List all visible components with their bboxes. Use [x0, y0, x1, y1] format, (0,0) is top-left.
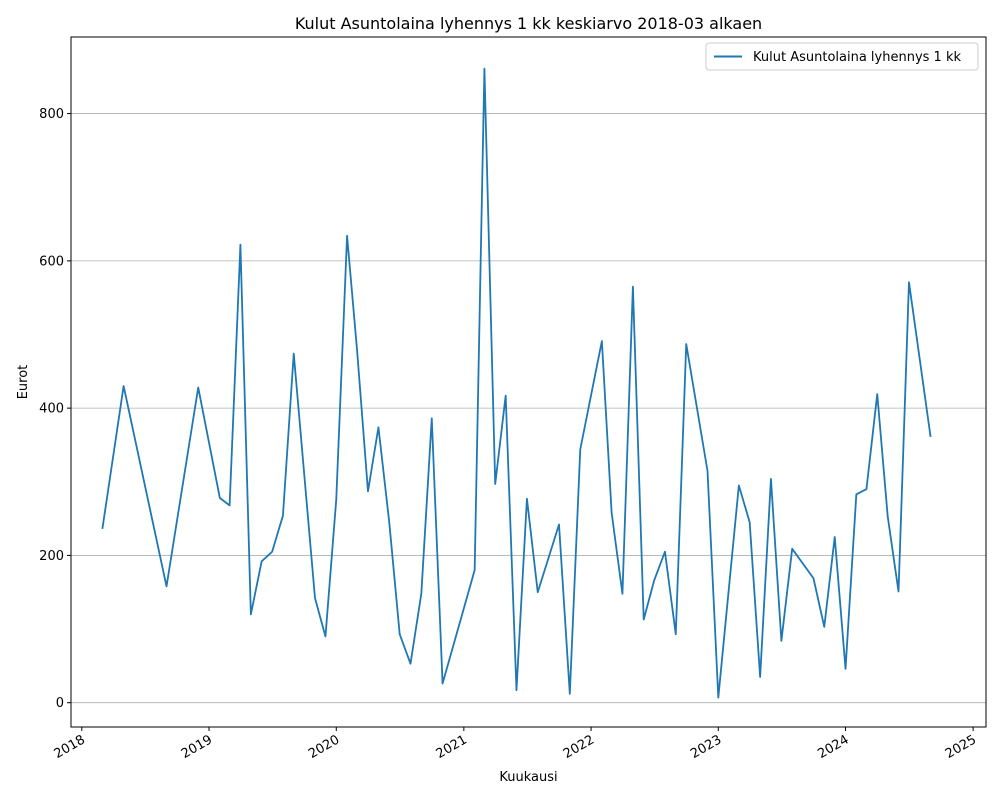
axes-frame	[70, 36, 987, 728]
y-axis-ticks: 0 200 400 600 800	[39, 107, 71, 711]
legend-entry-label: Kulut Asuntolaina lyhennys 1 kk	[753, 50, 961, 65]
series-line	[101, 67, 932, 699]
grid-lines	[71, 113, 986, 704]
y-tick-label: 600	[39, 254, 64, 269]
y-tick-label: 200	[39, 549, 64, 564]
y-axis-label: Eurot	[16, 365, 31, 400]
chart-title: Kulut Asuntolaina lyhennys 1 kk keskiarv…	[295, 14, 762, 33]
y-tick-label: 0	[56, 696, 64, 711]
plot-series	[101, 67, 932, 699]
y-tick-label: 800	[39, 107, 64, 122]
legend-box	[705, 42, 979, 71]
x-axis-label: Kuukausi	[499, 770, 557, 785]
y-tick-label: 400	[39, 402, 64, 417]
legend: Kulut Asuntolaina lyhennys 1 kk	[705, 42, 979, 71]
